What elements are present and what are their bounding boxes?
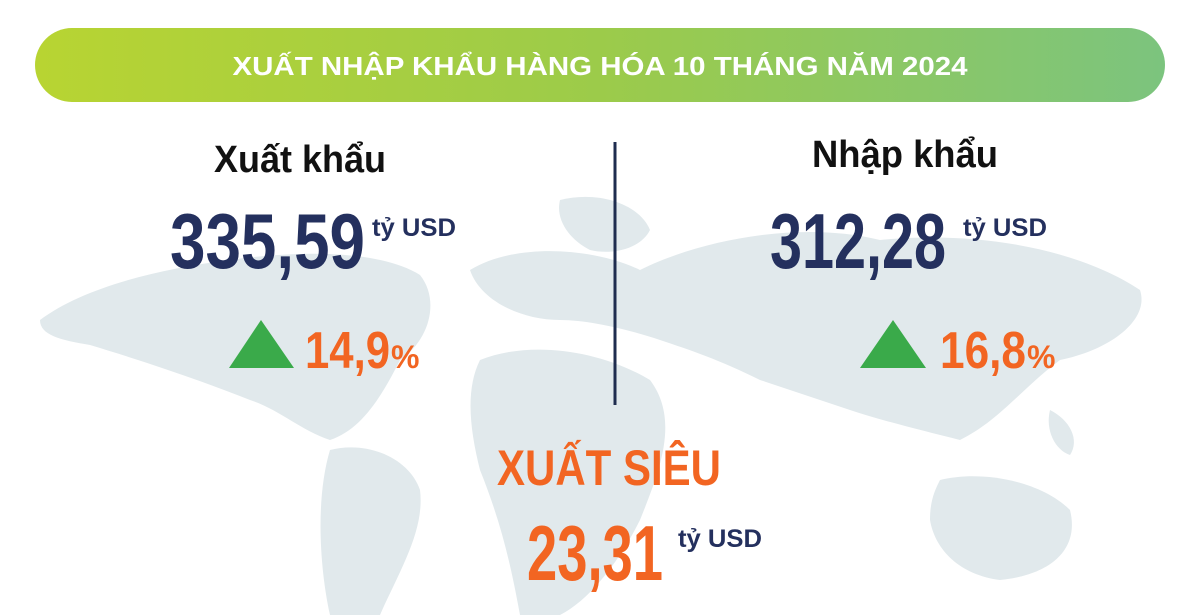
up-arrow — [229, 320, 294, 368]
export-label: Xuất khẩu — [214, 139, 386, 181]
import-growth-unit: % — [1027, 339, 1055, 375]
title-banner — [35, 28, 1165, 102]
import-amount: 312,28 — [770, 197, 946, 285]
surplus-label: XUẤT SIÊU — [497, 440, 721, 496]
import-label: Nhập khẩu — [812, 134, 998, 176]
surplus-unit: tỷ USD — [678, 525, 762, 553]
world-map — [40, 196, 1142, 615]
import-unit: tỷ USD — [963, 214, 1047, 242]
surplus-amount: 23,31 — [527, 509, 663, 597]
up-arrow — [860, 320, 926, 368]
export-growth-unit: % — [391, 339, 419, 375]
export-growth: 14,9 — [305, 322, 390, 380]
export-unit: tỷ USD — [372, 214, 456, 242]
title: XUẤT NHẬP KHẨU HÀNG HÓA 10 THÁNG NĂM 202… — [233, 51, 969, 81]
export-amount: 335,59 — [170, 197, 365, 285]
import-growth: 16,8 — [940, 322, 1026, 380]
